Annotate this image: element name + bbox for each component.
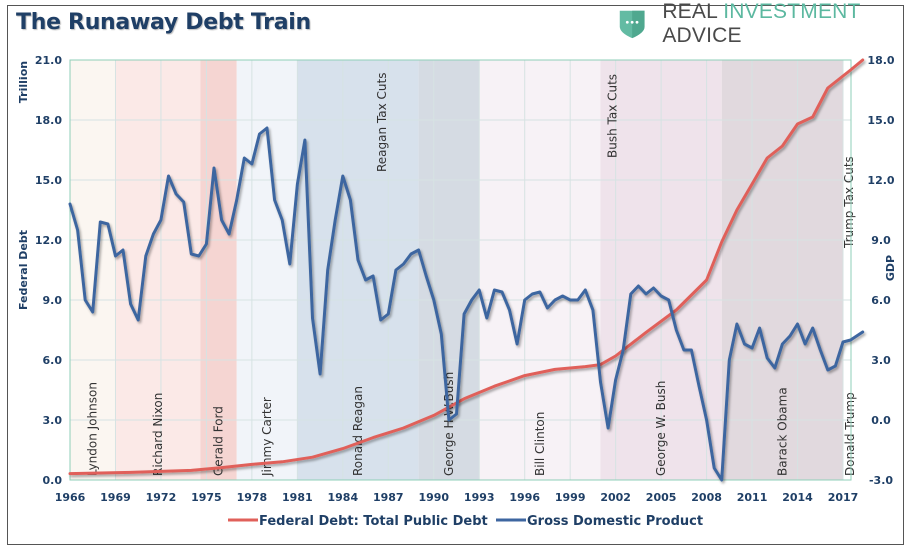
x-tick-label: 2017: [828, 491, 859, 504]
shield-icon: [619, 10, 645, 39]
era-label: Barack Obama: [775, 387, 789, 476]
tax-cut-annotations: Reagan Tax Cuts Bush Tax Cuts Trump Tax Cu…: [375, 73, 856, 249]
era-label: Donald Trump: [843, 392, 857, 476]
x-tick-label: 1984: [328, 491, 359, 504]
right-axis-ticks: -3.0 0.0 3.0 6.0 9.0 12.0 15.0 18.0: [867, 54, 894, 487]
era-labels: Lyndon Johnson Richard Nixon Gerald Ford Ji…: [86, 372, 857, 477]
right-axis-title: GDP: [884, 255, 897, 281]
era-label: George H.W.Bush: [442, 372, 456, 476]
x-tick-label: 1975: [191, 491, 222, 504]
x-tick-label: 1993: [464, 491, 495, 504]
left-tick-label: 15.0: [35, 174, 62, 187]
x-tick-label: 1978: [237, 491, 268, 504]
right-tick-label: -3.0: [869, 474, 893, 487]
left-tick-label: 18.0: [35, 114, 62, 127]
x-tick-label: 1987: [373, 491, 404, 504]
right-tick-label: 12.0: [867, 174, 894, 187]
right-tick-label: 0.0: [871, 414, 891, 427]
legend-item-federal-debt: Federal Debt: Total Public Debt: [228, 514, 488, 529]
legend: Federal Debt: Total Public Debt Gross Dom…: [228, 514, 703, 529]
x-tick-label: 1966: [55, 491, 86, 504]
era-band: [721, 60, 843, 480]
tax-cut-annotation: Bush Tax Cuts: [606, 74, 620, 158]
era-band: [297, 60, 419, 480]
federal-debt-line: [68, 58, 865, 476]
era-band: [479, 60, 601, 480]
right-tick-label: 3.0: [871, 354, 891, 367]
era-band: [843, 60, 851, 480]
left-tick-label: 12.0: [35, 234, 62, 247]
x-tick-label: 1996: [509, 491, 540, 504]
x-tick-label: 1969: [100, 491, 131, 504]
legend-label: Gross Domestic Product: [527, 514, 703, 529]
era-band: [115, 60, 201, 480]
era-label: Gerald Ford: [212, 406, 226, 476]
tax-cut-annotation: Reagan Tax Cuts: [375, 73, 389, 172]
x-tick-label: 2011: [737, 491, 768, 504]
presidential-era-bands: [70, 60, 851, 480]
right-tick-label: 6.0: [871, 294, 891, 307]
era-label: Ronald Reagan: [351, 386, 365, 476]
left-axis-ticks: 0.0 3.0 6.0 9.0 12.0 15.0 18.0 21.0: [35, 54, 62, 487]
left-tick-label: 3.0: [43, 414, 63, 427]
right-tick-label: 15.0: [867, 114, 894, 127]
era-label: Bill Clinton: [533, 412, 547, 476]
era-label: Jimmy Carter: [260, 397, 274, 477]
x-tick-label: 2005: [646, 491, 677, 504]
tax-cut-annotation: Trump Tax Cuts: [842, 156, 856, 249]
x-axis-ticks: 1966 1969 1972 1975 1978 1981 1984 1987 1990 1993…: [55, 491, 859, 504]
era-label: Lyndon Johnson: [86, 382, 100, 476]
legend-label: Federal Debt: Total Public Debt: [259, 514, 488, 529]
era-label: George W. Bush: [654, 381, 668, 476]
left-axis-title: Federal Debt: [17, 230, 30, 310]
x-tick-label: 2002: [600, 491, 631, 504]
x-tick-label: 1981: [282, 491, 313, 504]
left-tick-label: 9.0: [43, 294, 63, 307]
x-tick-label: 1972: [146, 491, 177, 504]
x-tick-label: 2008: [691, 491, 722, 504]
left-tick-label: 21.0: [35, 54, 62, 67]
left-tick-label: 6.0: [43, 354, 63, 367]
era-band: [70, 60, 116, 480]
legend-item-gdp: Gross Domestic Product: [496, 514, 703, 529]
right-tick-label: 9.0: [871, 234, 891, 247]
right-tick-label: 18.0: [867, 54, 894, 67]
x-tick-label: 1999: [555, 491, 586, 504]
x-tick-label: 1990: [418, 491, 449, 504]
brand-name: REAL INVESTMENT ADVICE: [662, 0, 861, 47]
era-label: Richard Nixon: [151, 393, 165, 476]
left-axis-unit: Trillion: [17, 61, 30, 103]
brand-logo: REAL INVESTMENT ADVICE: [618, 0, 912, 47]
left-tick-label: 0.0: [43, 474, 63, 487]
chart-title: The Runaway Debt Train: [16, 10, 311, 35]
plot-border: [69, 59, 852, 481]
x-tick-label: 2014: [782, 491, 813, 504]
gdp-line: [68, 126, 865, 482]
series-lines: [68, 58, 865, 482]
